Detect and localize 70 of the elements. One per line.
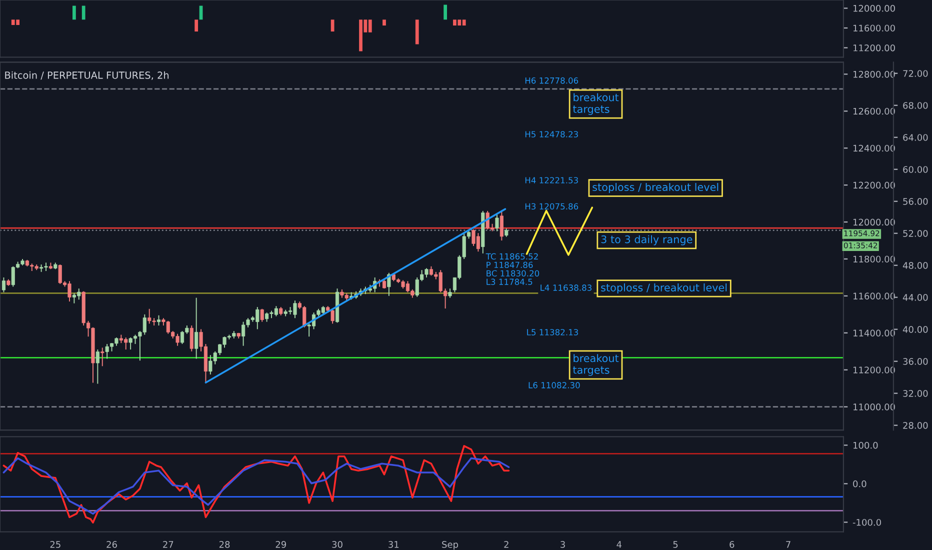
y-tick-label: 12800.00	[853, 70, 895, 78]
x-tick-label: 5	[673, 541, 678, 548]
annotation: TC 11865.52	[486, 253, 538, 260]
candlestick	[194, 297, 198, 360]
text: Bitcoin / PERPETUAL FUTURES, 2h	[5, 71, 169, 80]
candlestick	[2, 276, 6, 293]
y-tick-label: 11000.00	[853, 404, 895, 410]
y2-tick-label: 44.00	[902, 294, 928, 301]
y-tick-label: 12000.00	[853, 4, 895, 12]
y2-tick-label: 48.00	[902, 262, 928, 269]
y2-tick-label: 56.00	[903, 198, 928, 205]
candlestick	[190, 325, 194, 352]
annotation: 3 to 3 daily range	[601, 235, 692, 246]
y-tick-label: 11800.00	[853, 256, 895, 263]
annotation: P 11847.86	[486, 262, 533, 268]
candlestick	[100, 347, 104, 367]
annotation: stoploss / breakout level	[601, 283, 727, 294]
y-tick-label: 11600.00	[853, 292, 895, 300]
x-tick-label: 26	[106, 541, 117, 548]
y-tick-label: -100.0	[852, 518, 881, 526]
y-tick-label: 11200.00	[853, 44, 895, 52]
candlestick	[96, 349, 100, 384]
x-tick-label: 29	[276, 541, 286, 548]
annotation: L6 11082.30	[528, 382, 580, 388]
y2-tick-label: 60.00	[903, 166, 928, 173]
y2-tick-label: 52.00	[903, 230, 928, 237]
candlestick	[495, 214, 499, 232]
x-tick-label: 6	[730, 541, 734, 548]
y-tick-label: 12000.00	[853, 218, 895, 226]
y2-tick-label: 68.00	[903, 102, 928, 109]
y2-tick-label: 64.00	[903, 134, 928, 141]
x-tick-label: 3	[560, 541, 565, 548]
candlestick	[448, 288, 452, 298]
y-tick-label: 11200.00	[853, 366, 895, 374]
x-tick-label: 27	[163, 541, 174, 548]
y-tick-label: 12200.00	[853, 182, 895, 189]
annotation: breakout targets	[572, 354, 619, 376]
x-tick-label: 31	[388, 541, 399, 548]
annotation: stoploss / breakout level	[592, 182, 718, 194]
annotation: L4 11638.83	[540, 284, 592, 291]
annotation: L3 11784.5	[486, 278, 532, 285]
y2-tick-label: 28.00	[903, 422, 928, 429]
x-tick-label: 30	[332, 541, 342, 548]
x-tick-label: 4	[616, 541, 622, 548]
y-tick-label: 11400.00	[853, 330, 895, 336]
x-tick-label: 28	[219, 541, 230, 548]
y-tick-label: 11600.00	[853, 24, 895, 32]
x-tick-label: 2	[504, 541, 508, 548]
x-tick-label: 7	[786, 541, 790, 548]
annotation: H6 12778.06	[525, 77, 578, 84]
y-tick-label: 100.0	[853, 442, 878, 449]
candlestick	[330, 308, 334, 324]
annotation: L5 11382.13	[527, 329, 578, 336]
candlestick	[500, 210, 504, 241]
annotation: H5 12478.23	[525, 131, 578, 138]
y-tick-label: 12400.00	[853, 144, 895, 152]
annotation: H3 12075.86	[525, 203, 578, 210]
y-tick-label: 12600.00	[853, 108, 895, 115]
x-tick-label: 25	[50, 541, 60, 548]
y2-tick-label: 40.00	[902, 326, 928, 333]
y2-tick-label: 32.00	[903, 390, 928, 397]
candlestick	[156, 314, 161, 326]
annotation: H4 12221.53	[525, 177, 578, 184]
annotation: BC 11830.20	[486, 270, 540, 277]
y2-tick-label: 72.00	[903, 70, 928, 77]
candlestick	[260, 308, 264, 322]
y-tick-label: 0.0	[853, 480, 866, 488]
annotation: breakout targets	[572, 93, 619, 115]
x-tick-label: Sep	[442, 541, 458, 550]
y2-tick-label: 36.00	[903, 358, 928, 365]
